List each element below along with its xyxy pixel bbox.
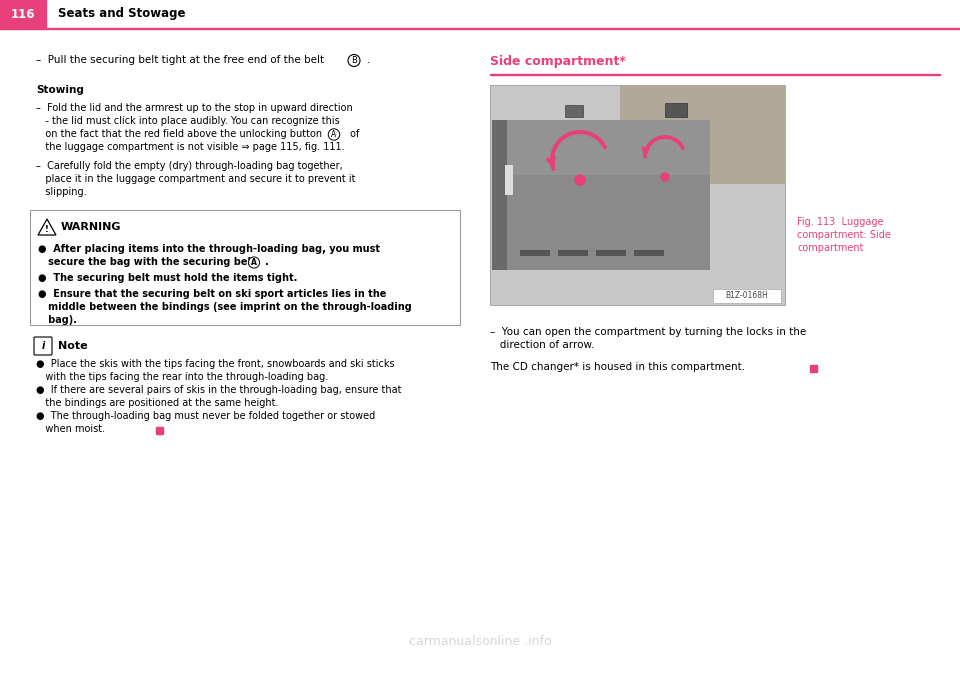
Bar bbox=[30, 210, 460, 325]
Text: ●  Ensure that the securing belt on ski sport articles lies in the: ● Ensure that the securing belt on ski s… bbox=[38, 289, 386, 299]
Bar bbox=[565, 105, 583, 117]
Text: slipping.: slipping. bbox=[36, 187, 86, 197]
Bar bbox=[810, 365, 817, 372]
Text: Seats and Stowage: Seats and Stowage bbox=[58, 7, 185, 20]
Bar bbox=[596, 250, 626, 256]
Text: middle between the bindings (see imprint on the through-loading: middle between the bindings (see imprint… bbox=[38, 302, 412, 312]
Bar bbox=[500, 120, 710, 270]
Text: compartment: compartment bbox=[797, 243, 863, 253]
Text: direction of arrow.: direction of arrow. bbox=[490, 340, 594, 350]
Text: A: A bbox=[252, 258, 257, 267]
Bar bbox=[0, 0, 46, 28]
Bar bbox=[490, 85, 785, 305]
Text: compartment: Side: compartment: Side bbox=[797, 230, 891, 240]
Text: on the fact that the red field above the unlocking button: on the fact that the red field above the… bbox=[36, 129, 323, 139]
Polygon shape bbox=[38, 219, 56, 235]
Text: ●  The through-loading bag must never be folded together or stowed: ● The through-loading bag must never be … bbox=[36, 411, 375, 421]
Text: i: i bbox=[41, 341, 45, 351]
Text: place it in the luggage compartment and secure it to prevent it: place it in the luggage compartment and … bbox=[36, 174, 355, 184]
Text: ●  After placing items into the through-loading bag, you must: ● After placing items into the through-l… bbox=[38, 244, 380, 254]
Text: when moist.: when moist. bbox=[36, 424, 106, 434]
Text: bag).: bag). bbox=[38, 315, 77, 325]
Text: .: . bbox=[265, 257, 269, 267]
Text: A: A bbox=[331, 130, 337, 139]
Circle shape bbox=[575, 175, 585, 185]
Text: B: B bbox=[351, 56, 357, 65]
Bar bbox=[665, 103, 687, 117]
Bar bbox=[500, 120, 710, 175]
Bar bbox=[156, 427, 163, 434]
Text: secure the bag with the securing belt: secure the bag with the securing belt bbox=[38, 257, 255, 267]
Text: of: of bbox=[347, 129, 359, 139]
Text: 116: 116 bbox=[11, 7, 36, 20]
Text: .: . bbox=[367, 55, 371, 65]
Text: carmanualsonline .info: carmanualsonline .info bbox=[409, 635, 551, 648]
Bar bbox=[490, 74, 940, 75]
Text: –  Carefully fold the empty (dry) through-loading bag together,: – Carefully fold the empty (dry) through… bbox=[36, 161, 343, 171]
Text: B1Z-0168H: B1Z-0168H bbox=[726, 291, 768, 301]
Circle shape bbox=[661, 173, 669, 181]
Text: –  Pull the securing belt tight at the free end of the belt: – Pull the securing belt tight at the fr… bbox=[36, 55, 324, 65]
Text: the bindings are positioned at the same height.: the bindings are positioned at the same … bbox=[36, 398, 278, 408]
Bar bbox=[634, 250, 664, 256]
Text: ●  If there are several pairs of skis in the through-loading bag, ensure that: ● If there are several pairs of skis in … bbox=[36, 385, 401, 395]
Text: ●  Place the skis with the tips facing the front, snowboards and ski sticks: ● Place the skis with the tips facing th… bbox=[36, 359, 395, 369]
Text: The CD changer* is housed in this compartment.: The CD changer* is housed in this compar… bbox=[490, 362, 745, 372]
Bar bbox=[505, 165, 513, 195]
Text: !: ! bbox=[45, 225, 49, 234]
Text: –  You can open the compartment by turning the locks in the: – You can open the compartment by turnin… bbox=[490, 327, 806, 337]
Bar bbox=[620, 85, 785, 184]
Text: - the lid must click into place audibly. You can recognize this: - the lid must click into place audibly.… bbox=[36, 116, 340, 126]
Bar bbox=[520, 250, 550, 256]
Bar bbox=[713, 289, 781, 303]
Text: Fig. 113  Luggage: Fig. 113 Luggage bbox=[797, 217, 883, 227]
Text: Note: Note bbox=[58, 341, 87, 351]
Text: Stowing: Stowing bbox=[36, 85, 84, 95]
Text: –  Fold the lid and the armrest up to the stop in upward direction: – Fold the lid and the armrest up to the… bbox=[36, 103, 352, 113]
Bar bbox=[0, 28, 960, 29]
FancyBboxPatch shape bbox=[34, 337, 52, 355]
Text: WARNING: WARNING bbox=[61, 222, 122, 232]
Bar bbox=[492, 120, 507, 270]
Text: ●  The securing belt must hold the items tight.: ● The securing belt must hold the items … bbox=[38, 273, 298, 283]
Text: Side compartment*: Side compartment* bbox=[490, 55, 626, 68]
Text: the luggage compartment is not visible ⇒ page 115, fig. 111.: the luggage compartment is not visible ⇒… bbox=[36, 142, 345, 152]
Text: with the tips facing the rear into the through-loading bag.: with the tips facing the rear into the t… bbox=[36, 372, 328, 382]
Bar bbox=[558, 250, 588, 256]
